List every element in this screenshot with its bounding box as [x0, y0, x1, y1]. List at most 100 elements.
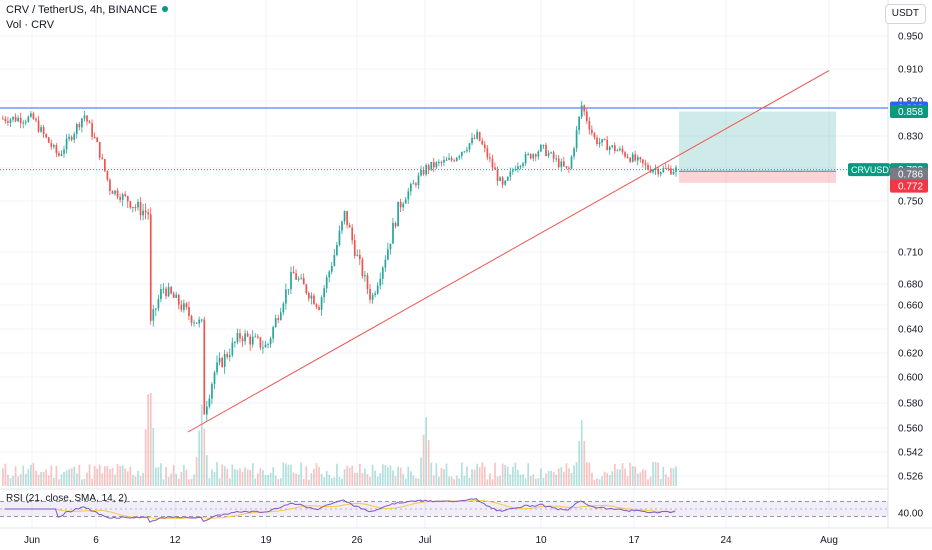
- volume-bar: [116, 464, 119, 486]
- volume-bar: [351, 465, 354, 486]
- candle-body: [231, 342, 234, 356]
- volume-bar: [422, 434, 425, 486]
- candle-body: [540, 144, 542, 152]
- volume-bar: [81, 479, 83, 486]
- candle: [206, 401, 208, 421]
- candle-body: [218, 358, 221, 363]
- volume-bar: [557, 468, 560, 486]
- candle: [223, 349, 226, 374]
- candle-body: [119, 197, 121, 200]
- volume-bar: [450, 476, 453, 486]
- candle: [374, 290, 376, 298]
- candle-body: [410, 184, 412, 192]
- volume-bar: [277, 479, 280, 486]
- volume-bar: [336, 463, 338, 486]
- candle-body: [626, 156, 629, 158]
- volume-bar: [659, 479, 662, 486]
- candle-body: [420, 169, 422, 176]
- candle: [522, 161, 524, 169]
- candle: [348, 222, 351, 228]
- volume-bar: [24, 473, 27, 486]
- candle-body: [527, 153, 529, 155]
- volume-bar: [96, 468, 99, 486]
- volume-bar: [652, 462, 654, 486]
- volume-bar: [364, 468, 366, 486]
- candle: [111, 190, 114, 194]
- candle: [216, 355, 218, 376]
- candle-body: [542, 144, 545, 146]
- volume-bar: [560, 467, 563, 486]
- price-tick-label: 0.640: [898, 325, 923, 336]
- candle-body: [88, 121, 91, 124]
- candle: [532, 153, 535, 162]
- candle: [476, 129, 478, 140]
- volume-bar: [657, 462, 660, 486]
- volume-bar: [313, 468, 315, 486]
- candle-body: [471, 137, 473, 144]
- volume-bar: [262, 470, 264, 486]
- candle-body: [453, 160, 456, 162]
- rsi-legend[interactable]: RSI (21, close, SMA, 14, 2): [6, 493, 128, 504]
- volume-bar: [588, 462, 591, 486]
- volume-bar: [631, 466, 634, 486]
- volume-bar: [466, 466, 468, 486]
- volume-bar: [167, 476, 170, 486]
- volume-bar: [330, 478, 333, 486]
- candle: [32, 111, 35, 120]
- candle: [550, 151, 552, 155]
- candle-body: [45, 134, 48, 138]
- candle-body: [440, 161, 443, 163]
- volume-bar: [218, 478, 221, 486]
- volume-bar: [614, 463, 616, 486]
- candle: [183, 299, 185, 313]
- candle: [445, 156, 448, 161]
- candle: [644, 159, 647, 170]
- currency-button[interactable]: USDT: [884, 4, 926, 24]
- candle: [542, 144, 545, 149]
- price-tick-label: 0.710: [898, 248, 923, 259]
- candle: [448, 153, 450, 161]
- candle: [226, 351, 229, 360]
- volume-bar: [642, 469, 644, 486]
- candle: [670, 165, 672, 176]
- candle: [384, 255, 387, 272]
- candle: [593, 131, 596, 140]
- volume-bar: [106, 465, 109, 486]
- candle-body: [583, 105, 586, 112]
- entry-price-tag: 0.786: [898, 170, 923, 181]
- candle: [619, 146, 621, 152]
- candle-body: [412, 183, 415, 185]
- candle: [320, 295, 323, 316]
- volume-bar: [175, 473, 178, 486]
- candle-body: [619, 148, 621, 151]
- candle-body: [170, 286, 172, 294]
- volume-bar: [63, 472, 65, 486]
- candle-body: [121, 194, 124, 200]
- candle: [366, 272, 369, 295]
- volume-bar: [512, 466, 514, 486]
- time-tick-label: Jul: [419, 535, 432, 546]
- symbol-header[interactable]: CRV / TetherUS, 4h, BINANCE: [6, 4, 169, 16]
- candle: [481, 137, 484, 146]
- candle: [142, 203, 144, 221]
- volume-bar: [458, 478, 461, 486]
- volume-legend[interactable]: Vol · CRV: [6, 19, 55, 31]
- candle: [557, 154, 560, 169]
- candle: [501, 176, 504, 188]
- volume-bar: [40, 471, 42, 486]
- candle: [461, 151, 463, 160]
- candle-body: [177, 294, 180, 305]
- candle-body: [91, 123, 93, 137]
- volume-bar: [404, 478, 407, 486]
- candle: [96, 136, 99, 143]
- price-tick-label: 0.560: [898, 424, 923, 435]
- candle-body: [552, 152, 555, 159]
- volume-bar: [634, 466, 637, 486]
- volume-bar: [9, 478, 12, 486]
- candle: [371, 292, 374, 304]
- volume-bar: [22, 465, 25, 486]
- candle-body: [208, 398, 211, 407]
- volume-bar: [60, 474, 63, 486]
- candle: [591, 125, 593, 136]
